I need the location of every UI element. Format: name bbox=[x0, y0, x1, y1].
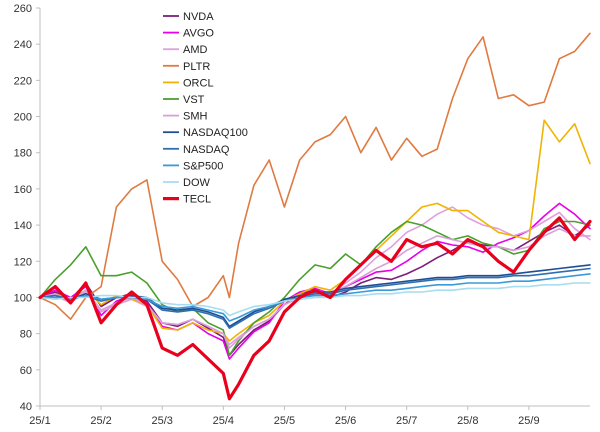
legend-label: NVDA bbox=[183, 11, 214, 23]
legend-label: TECL bbox=[183, 194, 211, 206]
series-line-pltr bbox=[39, 32, 591, 321]
legend-label: AVGO bbox=[183, 28, 214, 40]
y-tick-label: 240 bbox=[14, 39, 32, 51]
legend-label: AMD bbox=[183, 44, 208, 56]
legend-label: ORCL bbox=[183, 77, 214, 89]
y-tick-label: 180 bbox=[14, 148, 32, 160]
y-tick-label: 160 bbox=[14, 184, 32, 196]
x-tick-label: 25/3 bbox=[152, 415, 173, 427]
x-tick-label: 25/5 bbox=[274, 415, 295, 427]
x-tick-label: 25/1 bbox=[29, 415, 50, 427]
legend-label: PLTR bbox=[183, 61, 210, 73]
series-line-orcl bbox=[39, 119, 591, 342]
legend-label: SMH bbox=[183, 111, 208, 123]
y-tick-label: 60 bbox=[20, 365, 32, 377]
y-tick-label: 260 bbox=[14, 3, 32, 15]
legend-label: NASDAQ100 bbox=[183, 127, 248, 139]
y-tick-label: 80 bbox=[20, 329, 32, 341]
series-layer bbox=[38, 32, 592, 401]
x-tick-label: 25/6 bbox=[335, 415, 356, 427]
legend-label: VST bbox=[183, 94, 205, 106]
legend: NVDA AVGO AMD PLTR ORCL VST SMH NASDAQ100 NASDAQ… bbox=[163, 11, 248, 206]
series-line-tecl bbox=[38, 216, 592, 401]
legend-label: DOW bbox=[183, 177, 211, 189]
x-tick-label: 25/7 bbox=[396, 415, 417, 427]
x-tick-label: 25/2 bbox=[90, 415, 111, 427]
y-tick-label: 220 bbox=[14, 75, 32, 87]
x-tick-label: 25/9 bbox=[518, 415, 539, 427]
y-tick-label: 200 bbox=[14, 112, 32, 124]
y-tick-label: 120 bbox=[14, 256, 32, 268]
axes: 40 60 80 100 120 140 160 180 200 220 240 260 25/1 25/… bbox=[14, 3, 590, 427]
y-tick-label: 140 bbox=[14, 220, 32, 232]
x-tick-label: 25/8 bbox=[457, 415, 478, 427]
series-line-dow bbox=[39, 282, 591, 317]
x-tick-label: 25/4 bbox=[213, 415, 234, 427]
legend-label: NASDAQ bbox=[183, 144, 230, 156]
y-tick-label: 100 bbox=[14, 292, 32, 304]
legend-label: S&P500 bbox=[183, 160, 223, 172]
y-tick-label: 40 bbox=[20, 401, 32, 413]
